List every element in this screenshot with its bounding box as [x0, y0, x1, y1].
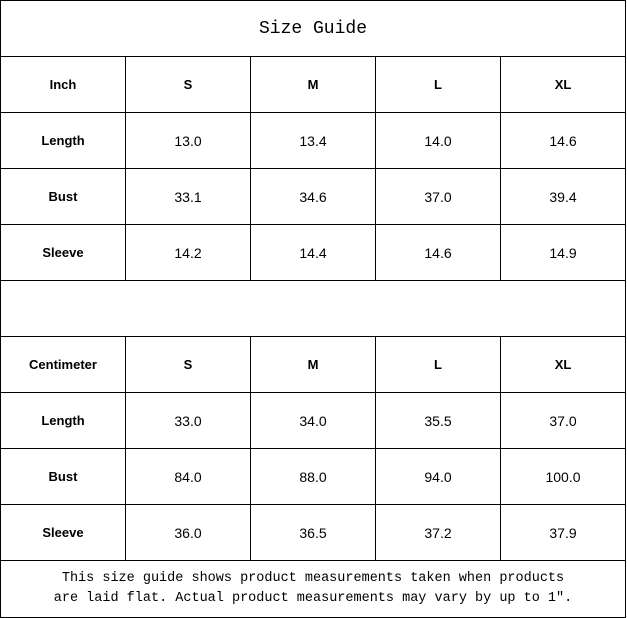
row-label: Length [0, 112, 126, 169]
measurement-cell: 37.2 [375, 504, 501, 561]
row-label: Sleeve [0, 504, 126, 561]
row-label: Bust [0, 448, 126, 505]
table-row: Bust 33.1 34.6 37.0 39.4 [0, 168, 626, 225]
table-row: Sleeve 36.0 36.5 37.2 37.9 [0, 504, 626, 561]
measurement-cell: 14.4 [250, 224, 376, 281]
table-row: Sleeve 14.2 14.4 14.6 14.9 [0, 224, 626, 281]
measurement-cell: 84.0 [125, 448, 251, 505]
footer-row: This size guide shows product measuremen… [0, 560, 626, 618]
row-label: Sleeve [0, 224, 126, 281]
footer-line: This size guide shows product measuremen… [61, 571, 565, 586]
size-header: L [375, 56, 501, 113]
measurement-cell: 33.0 [125, 392, 251, 449]
measurement-cell: 33.1 [125, 168, 251, 225]
measurement-cell: 14.0 [375, 112, 501, 169]
measurement-cell: 39.4 [500, 168, 626, 225]
footer-line: are laid flat. Actual product measuremen… [53, 591, 573, 606]
unit-header: Inch [0, 56, 126, 113]
table-title: Size Guide [0, 0, 626, 57]
measurement-cell: 13.4 [250, 112, 376, 169]
spacer-row [0, 280, 626, 337]
measurement-cell: 94.0 [375, 448, 501, 505]
measurement-cell: 14.6 [375, 224, 501, 281]
table-row: Length 33.0 34.0 35.5 37.0 [0, 392, 626, 449]
measurement-cell: 13.0 [125, 112, 251, 169]
size-header: M [250, 336, 376, 393]
measurement-cell: 34.0 [250, 392, 376, 449]
table-row: Length 13.0 13.4 14.0 14.6 [0, 112, 626, 169]
measurement-cell: 37.0 [375, 168, 501, 225]
measurement-cell: 34.6 [250, 168, 376, 225]
measurement-cell: 37.0 [500, 392, 626, 449]
measurement-cell: 14.9 [500, 224, 626, 281]
unit-header: Centimeter [0, 336, 126, 393]
row-label: Bust [0, 168, 126, 225]
size-header: S [125, 336, 251, 393]
size-header: XL [500, 336, 626, 393]
table-row: Bust 84.0 88.0 94.0 100.0 [0, 448, 626, 505]
size-header: XL [500, 56, 626, 113]
row-label: Length [0, 392, 126, 449]
size-header: L [375, 336, 501, 393]
cm-header-row: Centimeter S M L XL [0, 336, 626, 393]
inch-header-row: Inch S M L XL [0, 56, 626, 113]
measurement-cell: 36.5 [250, 504, 376, 561]
measurement-cell: 100.0 [500, 448, 626, 505]
measurement-cell: 14.2 [125, 224, 251, 281]
size-header: M [250, 56, 376, 113]
footer-note: This size guide shows product measuremen… [0, 560, 626, 618]
measurement-cell: 35.5 [375, 392, 501, 449]
measurement-cell: 37.9 [500, 504, 626, 561]
measurement-cell: 88.0 [250, 448, 376, 505]
measurement-cell: 14.6 [500, 112, 626, 169]
measurement-cell: 36.0 [125, 504, 251, 561]
size-header: S [125, 56, 251, 113]
